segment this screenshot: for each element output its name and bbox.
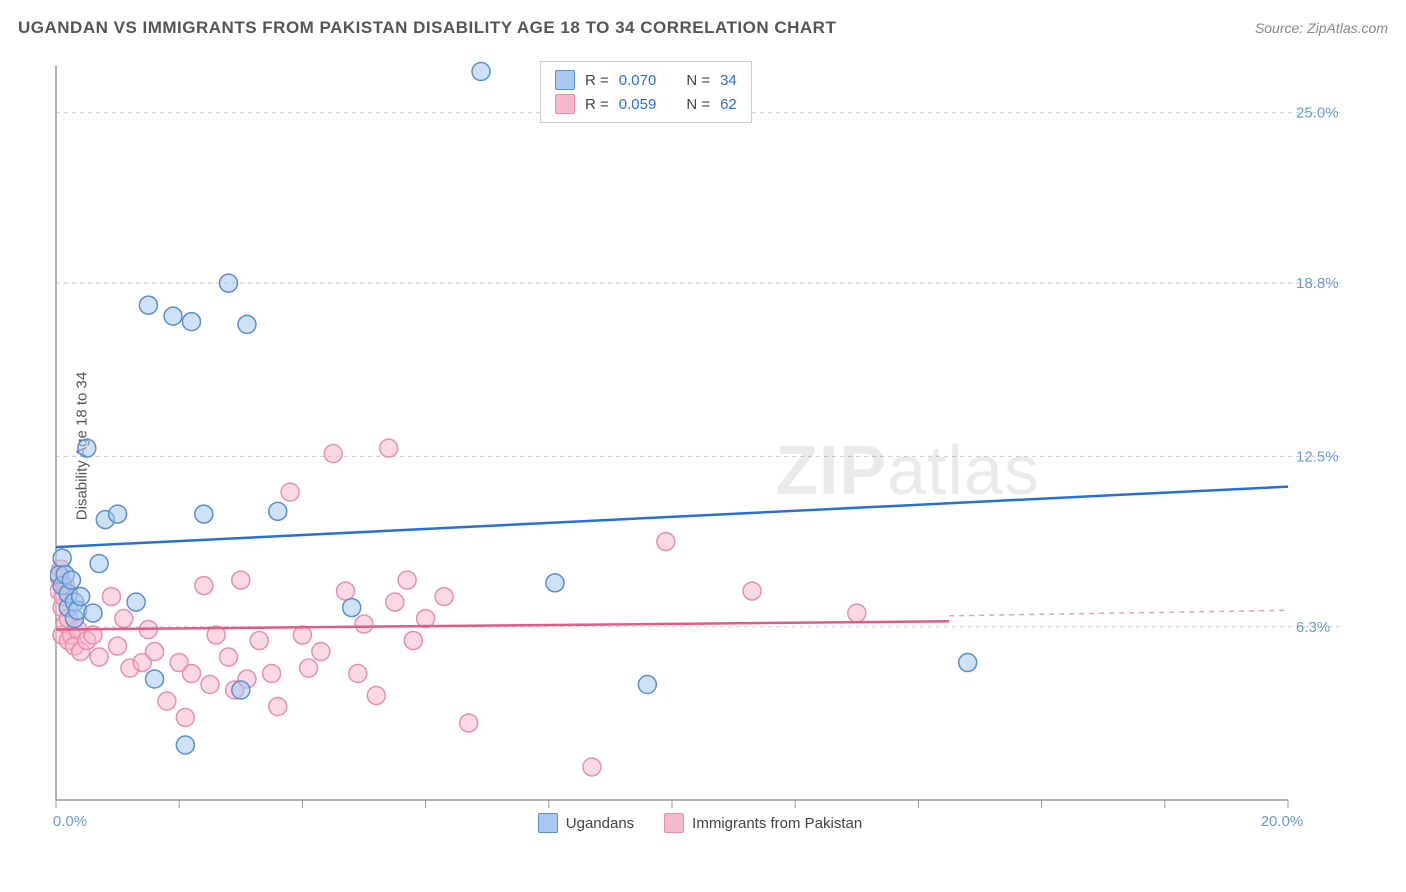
- chart-container: UGANDAN VS IMMIGRANTS FROM PAKISTAN DISA…: [0, 0, 1406, 892]
- y-tick-labels: 6.3% 12.5% 18.8% 25.0%: [1296, 105, 1339, 636]
- x-ticks: [56, 800, 1288, 808]
- r-label: R =: [585, 96, 609, 113]
- stats-row-blue: R = 0.070 N = 34: [555, 68, 737, 92]
- swatch-pink-icon: [664, 813, 684, 833]
- legend-label-blue: Ugandans: [566, 815, 634, 832]
- swatch-pink-icon: [555, 94, 575, 114]
- trend-lines: [56, 487, 1288, 630]
- stats-legend: R = 0.070 N = 34 R = 0.059 N = 62: [540, 61, 752, 123]
- scatter-blue: [50, 62, 977, 754]
- legend-label-pink: Immigrants from Pakistan: [692, 815, 862, 832]
- svg-text:25.0%: 25.0%: [1296, 105, 1339, 122]
- swatch-blue-icon: [555, 70, 575, 90]
- swatch-blue-icon: [538, 813, 558, 833]
- legend-item-blue: Ugandans: [538, 813, 634, 833]
- r-label: R =: [585, 72, 609, 89]
- gridlines: [56, 113, 1342, 627]
- legend-item-pink: Immigrants from Pakistan: [664, 813, 862, 833]
- chart-svg: 6.3%12.5%18.8%25.0% 0.0%20.0%: [50, 60, 1350, 830]
- stats-row-pink: R = 0.059 N = 62: [555, 92, 737, 116]
- svg-text:12.5%: 12.5%: [1296, 448, 1339, 465]
- chart-title: UGANDAN VS IMMIGRANTS FROM PAKISTAN DISA…: [18, 18, 836, 38]
- n-value-blue: 34: [720, 72, 737, 89]
- n-value-pink: 62: [720, 96, 737, 113]
- title-bar: UGANDAN VS IMMIGRANTS FROM PAKISTAN DISA…: [18, 18, 1388, 38]
- svg-text:6.3%: 6.3%: [1296, 619, 1330, 636]
- r-value-blue: 0.070: [619, 72, 657, 89]
- scatter-pink: [50, 439, 866, 776]
- n-label: N =: [686, 72, 710, 89]
- source-label: Source: ZipAtlas.com: [1255, 20, 1388, 36]
- plot-area: 6.3%12.5%18.8%25.0% 0.0%20.0% R = 0.070 …: [50, 60, 1350, 830]
- r-value-pink: 0.059: [619, 96, 657, 113]
- series-legend: Ugandans Immigrants from Pakistan: [50, 813, 1350, 833]
- n-label: N =: [686, 96, 710, 113]
- svg-text:18.8%: 18.8%: [1296, 275, 1339, 292]
